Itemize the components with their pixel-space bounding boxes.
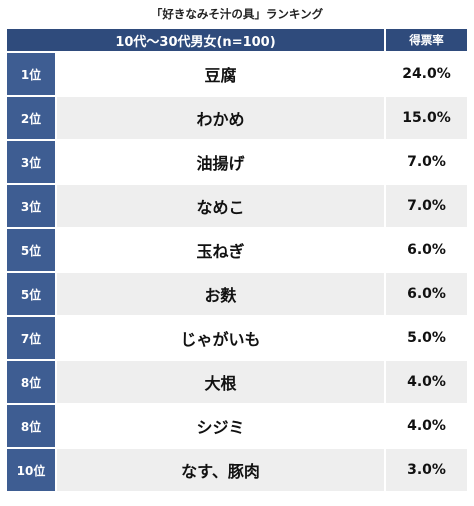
rank-cell: 8位 [7, 361, 55, 403]
item-cell: じゃがいも [57, 317, 384, 359]
percent-cell: 24.0% [386, 53, 467, 95]
chart-title: 「好きなみそ汁の具」ランキング [150, 7, 324, 21]
rank-cell: 3位 [7, 141, 55, 183]
item-cell: 大根 [57, 361, 384, 403]
rank-cell: 5位 [7, 273, 55, 315]
table-row: 8位 大根 4.0% [7, 361, 467, 403]
table-header: 10代〜30代男女(n=100) 得票率 [7, 29, 467, 51]
item-cell: なす、豚肉 [57, 449, 384, 491]
percent-cell: 4.0% [386, 405, 467, 447]
item-cell: なめこ [57, 185, 384, 227]
item-cell: お麩 [57, 273, 384, 315]
ranking-table: 10代〜30代男女(n=100) 得票率 1位 豆腐 24.0% 2位 わかめ 15.0%… [7, 29, 467, 491]
percent-cell: 15.0% [386, 97, 467, 139]
percent-cell: 7.0% [386, 141, 467, 183]
rank-cell: 3位 [7, 185, 55, 227]
rank-cell: 5位 [7, 229, 55, 271]
header-score-label: 得票率 [386, 29, 467, 51]
percent-cell: 6.0% [386, 273, 467, 315]
item-cell: わかめ [57, 97, 384, 139]
table-row: 2位 わかめ 15.0% [7, 97, 467, 139]
percent-cell: 5.0% [386, 317, 467, 359]
rank-cell: 10位 [7, 449, 55, 491]
percent-cell: 6.0% [386, 229, 467, 271]
item-cell: 玉ねぎ [57, 229, 384, 271]
rank-cell: 2位 [7, 97, 55, 139]
table-row: 1位 豆腐 24.0% [7, 53, 467, 95]
table-row: 3位 なめこ 7.0% [7, 185, 467, 227]
table-row: 3位 油揚げ 7.0% [7, 141, 467, 183]
rank-cell: 1位 [7, 53, 55, 95]
table-row: 8位 シジミ 4.0% [7, 405, 467, 447]
header-group-label: 10代〜30代男女(n=100) [7, 29, 384, 51]
percent-cell: 7.0% [386, 185, 467, 227]
table-row: 5位 お麩 6.0% [7, 273, 467, 315]
percent-cell: 4.0% [386, 361, 467, 403]
percent-cell: 3.0% [386, 449, 467, 491]
item-cell: 豆腐 [57, 53, 384, 95]
item-cell: シジミ [57, 405, 384, 447]
table-row: 7位 じゃがいも 5.0% [7, 317, 467, 359]
table-body: 1位 豆腐 24.0% 2位 わかめ 15.0% 3位 油揚げ 7.0% 3位 なめこ 7.0% 5位玉… [7, 53, 467, 491]
item-cell: 油揚げ [57, 141, 384, 183]
table-row: 5位 玉ねぎ 6.0% [7, 229, 467, 271]
rank-cell: 8位 [7, 405, 55, 447]
rank-cell: 7位 [7, 317, 55, 359]
table-row: 10位 なす、豚肉 3.0% [7, 449, 467, 491]
